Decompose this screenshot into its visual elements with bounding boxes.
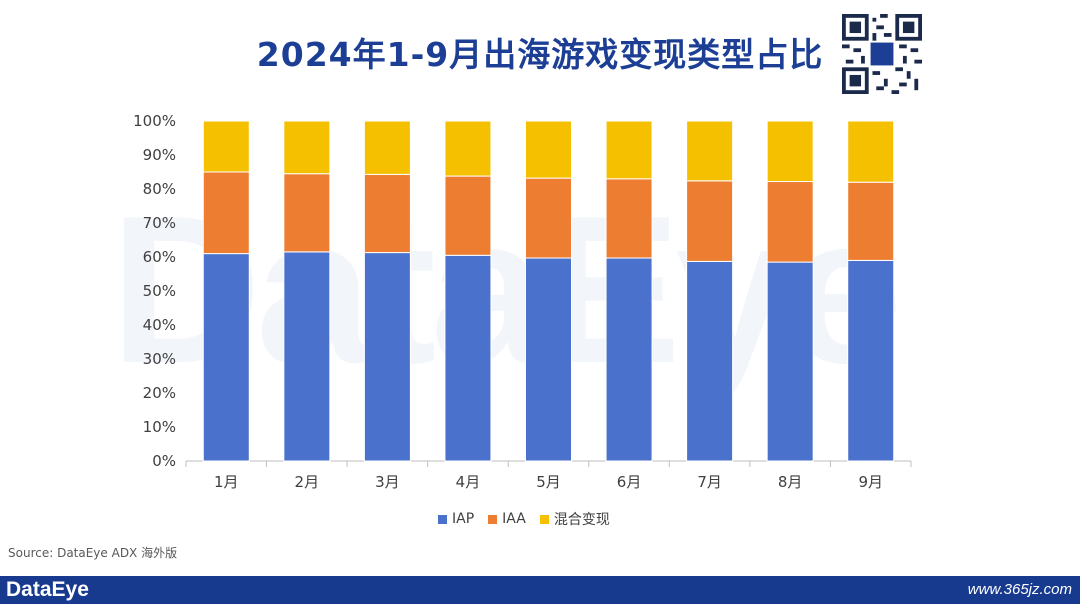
bar-mixed-3 <box>363 120 411 175</box>
y-tick-label: 40% <box>143 316 176 334</box>
legend-item-mixed: 混合变现 <box>539 509 610 529</box>
bar-iaa-8 <box>766 181 814 263</box>
legend-swatch-iaa <box>488 514 498 524</box>
bar-iap-7 <box>686 260 734 462</box>
bar-iaa-7 <box>686 180 734 262</box>
bar-iaa-2 <box>283 173 331 253</box>
x-tick-label: 3月 <box>375 473 400 491</box>
source-note: Source: DataEye ADX 海外版 <box>8 546 178 560</box>
bar-mixed-2 <box>283 120 331 175</box>
bar-mixed-5 <box>525 120 572 179</box>
bar-iap-2 <box>283 251 331 462</box>
bar-mixed-1 <box>202 120 250 173</box>
bar-iaa-4 <box>444 175 492 256</box>
y-tick-label: 100% <box>133 112 176 130</box>
bar-iap-4 <box>444 254 492 462</box>
legend-label-mixed: 混合变现 <box>553 512 610 528</box>
bar-iaa-5 <box>525 177 572 259</box>
legend-swatch-mixed <box>539 514 549 524</box>
y-tick-label: 80% <box>143 180 176 198</box>
bar-iap-8 <box>766 261 814 462</box>
bar-iaa-1 <box>202 171 250 255</box>
bar-mixed-9 <box>847 120 895 183</box>
y-tick-label: 70% <box>143 214 176 232</box>
legend-swatch-iap <box>438 514 447 524</box>
x-tick-label: 5月 <box>536 473 561 491</box>
legend-label-iap: IAP <box>452 511 475 527</box>
page-title: 2024年1-9月出海游戏变现类型占比 <box>256 35 824 74</box>
bar-mixed-7 <box>686 120 734 182</box>
y-tick-label: 60% <box>143 248 176 266</box>
legend-label-iaa: IAA <box>502 511 526 527</box>
bar-iap-9 <box>847 259 895 462</box>
footer-url: www.365jz.com <box>967 581 1072 598</box>
x-tick-label: 6月 <box>617 473 642 491</box>
qr-code-icon <box>842 14 922 94</box>
bar-mixed-8 <box>766 120 814 183</box>
x-tick-label: 7月 <box>697 473 722 491</box>
bar-iap-5 <box>525 257 572 462</box>
bar-iaa-3 <box>363 173 411 254</box>
x-tick-label: 1月 <box>214 473 239 491</box>
y-tick-label: 10% <box>143 418 176 436</box>
x-tick-label: 2月 <box>295 473 320 491</box>
y-tick-label: 50% <box>143 282 176 300</box>
bar-mixed-6 <box>605 120 653 180</box>
bar-iaa-6 <box>605 178 653 259</box>
footer-bar: DataEye www.365jz.com <box>0 576 1080 604</box>
bar-mixed-4 <box>444 120 492 177</box>
y-tick-label: 0% <box>152 452 176 470</box>
y-tick-label: 30% <box>143 350 176 368</box>
legend-item-iaa: IAA <box>488 509 526 529</box>
x-tick-label: 4月 <box>456 473 481 491</box>
legend-item-iap: IAP <box>438 509 474 529</box>
bar-iaa-9 <box>847 181 895 261</box>
bar-iap-6 <box>605 257 653 462</box>
bar-iap-3 <box>363 252 411 462</box>
y-tick-label: 20% <box>143 384 176 402</box>
bar-iap-1 <box>202 253 250 462</box>
footer-logo: DataEye <box>6 578 89 601</box>
chart-legend: IAP IAA 混合变现 <box>438 509 610 529</box>
y-tick-label: 90% <box>143 146 176 164</box>
x-tick-label: 8月 <box>778 473 803 491</box>
x-tick-label: 9月 <box>858 473 883 491</box>
